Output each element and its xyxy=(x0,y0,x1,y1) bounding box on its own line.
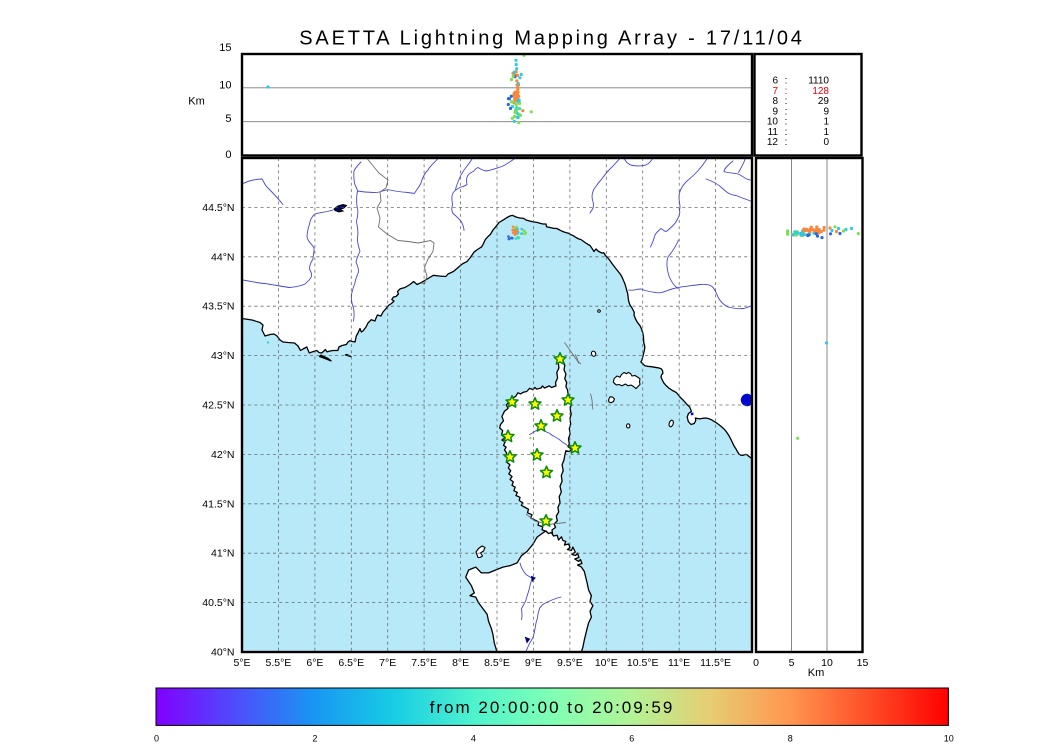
svg-text:1: 1 xyxy=(823,117,829,128)
svg-text:7: 7 xyxy=(772,86,778,97)
svg-text:0: 0 xyxy=(154,734,159,744)
svg-text:15: 15 xyxy=(219,42,231,54)
svg-text:7.5°E: 7.5°E xyxy=(411,657,437,669)
svg-text:9: 9 xyxy=(772,106,778,117)
svg-text:40.5°N: 40.5°N xyxy=(202,597,234,609)
svg-text:1: 1 xyxy=(823,127,829,138)
svg-text::: : xyxy=(785,86,788,97)
svg-text:8: 8 xyxy=(788,734,793,744)
svg-text:8.5°E: 8.5°E xyxy=(484,657,510,669)
svg-text:2: 2 xyxy=(312,734,317,744)
svg-text:9: 9 xyxy=(823,106,829,117)
svg-text::: : xyxy=(785,137,788,148)
svg-text:0: 0 xyxy=(225,149,231,161)
svg-text:SAETTA Lightning Mapping Array: SAETTA Lightning Mapping Array - 17/11/0… xyxy=(299,28,804,50)
svg-text:11°E: 11°E xyxy=(668,657,690,669)
svg-text::: : xyxy=(785,76,788,87)
svg-text:9°E: 9°E xyxy=(525,657,542,669)
svg-text:43.5°N: 43.5°N xyxy=(202,301,234,313)
svg-text:Km: Km xyxy=(808,667,825,679)
svg-text:15: 15 xyxy=(857,657,869,669)
svg-text:11: 11 xyxy=(768,127,779,138)
svg-text:29: 29 xyxy=(818,96,830,107)
svg-text:Km: Km xyxy=(188,96,205,108)
svg-text:6°E: 6°E xyxy=(306,657,323,669)
svg-text:41.5°N: 41.5°N xyxy=(202,498,234,510)
svg-text::: : xyxy=(785,117,788,128)
svg-text::: : xyxy=(785,106,788,117)
svg-text:7°E: 7°E xyxy=(379,657,396,669)
svg-text:42°N: 42°N xyxy=(211,449,234,461)
svg-text:5: 5 xyxy=(225,113,231,125)
svg-text:10: 10 xyxy=(767,117,779,128)
svg-text:4: 4 xyxy=(471,734,476,744)
svg-text:from 20:00:00 to 20:09:59: from 20:00:00 to 20:09:59 xyxy=(430,698,675,717)
svg-text:10: 10 xyxy=(219,79,231,91)
svg-text:10: 10 xyxy=(821,657,833,669)
svg-text:11.5°E: 11.5°E xyxy=(700,657,731,669)
svg-text:5.5°E: 5.5°E xyxy=(265,657,291,669)
svg-text:0: 0 xyxy=(753,657,759,669)
svg-text:9.5°E: 9.5°E xyxy=(557,657,583,669)
svg-text:6: 6 xyxy=(772,76,778,87)
svg-text:12: 12 xyxy=(767,137,779,148)
svg-text:8°E: 8°E xyxy=(452,657,469,669)
svg-text:41°N: 41°N xyxy=(211,548,234,560)
svg-text:10.5°E: 10.5°E xyxy=(627,657,659,669)
svg-text:42.5°N: 42.5°N xyxy=(202,400,234,412)
svg-text:10°E: 10°E xyxy=(595,657,618,669)
svg-text:128: 128 xyxy=(812,86,829,97)
svg-text:43°N: 43°N xyxy=(211,350,234,362)
svg-text:8: 8 xyxy=(772,96,778,107)
svg-text:6: 6 xyxy=(629,734,634,744)
svg-text:44°N: 44°N xyxy=(211,251,234,263)
svg-text:10: 10 xyxy=(944,734,954,744)
svg-text:0: 0 xyxy=(823,137,829,148)
svg-text::: : xyxy=(785,96,788,107)
svg-text:1110: 1110 xyxy=(808,76,829,87)
svg-text:40°N: 40°N xyxy=(211,647,234,659)
svg-text:5°E: 5°E xyxy=(233,657,250,669)
svg-text::: : xyxy=(785,127,788,138)
svg-text:6.5°E: 6.5°E xyxy=(338,657,364,669)
svg-text:5: 5 xyxy=(789,657,795,669)
svg-text:44.5°N: 44.5°N xyxy=(202,202,234,214)
